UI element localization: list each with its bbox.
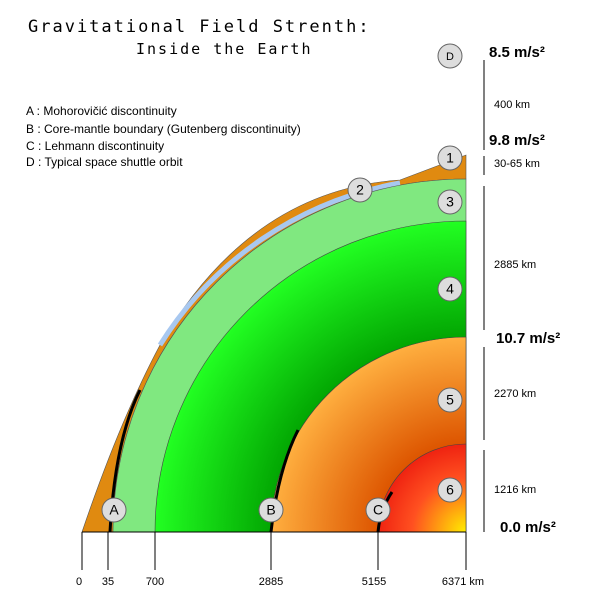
subtitle: Inside the Earth xyxy=(136,40,313,58)
x-label: 6371 km xyxy=(442,576,484,588)
marker: D xyxy=(437,43,463,69)
marker: C xyxy=(365,497,391,523)
gravity-label: 10.7 m/s² xyxy=(496,330,560,347)
marker-label: 1 xyxy=(446,150,454,166)
marker-label: C xyxy=(373,502,383,518)
marker: 3 xyxy=(437,189,463,215)
thickness-label: 1216 km xyxy=(494,484,536,496)
thickness-label: 2885 km xyxy=(494,259,536,271)
legend: A : Mohorovičić discontinuity B : Core-m… xyxy=(26,104,301,169)
thickness-label: 400 km xyxy=(494,99,530,111)
x-label: 5155 xyxy=(362,576,386,588)
legend-item: C : Lehmann discontinuity xyxy=(26,139,164,153)
marker-label: D xyxy=(446,51,454,63)
thickness-label: 30-65 km xyxy=(494,158,540,170)
gravity-label: 0.0 m/s² xyxy=(500,519,556,536)
legend-item: D : Typical space shuttle orbit xyxy=(26,155,183,169)
x-label: 35 xyxy=(102,576,114,588)
marker: 4 xyxy=(437,276,463,302)
x-label: 700 xyxy=(146,576,164,588)
thickness-label: 2270 km xyxy=(494,388,536,400)
marker-label: 6 xyxy=(446,482,454,498)
gravity-label: 8.5 m/s² xyxy=(489,44,545,61)
marker: 1 xyxy=(437,145,463,171)
legend-item: B : Core-mantle boundary (Gutenberg disc… xyxy=(26,122,301,136)
x-label: 2885 xyxy=(259,576,283,588)
marker-label: 5 xyxy=(446,392,454,408)
markers: 1 2 3 4 5 6 A B C D xyxy=(101,43,463,523)
marker: B xyxy=(258,497,284,523)
marker-label: A xyxy=(109,502,119,518)
gravity-label: 9.8 m/s² xyxy=(489,132,545,149)
marker-label: 3 xyxy=(446,194,454,210)
marker: 5 xyxy=(437,387,463,413)
marker-label: 4 xyxy=(446,281,454,297)
title: Gravitational Field Strenth: xyxy=(28,17,371,37)
marker: A xyxy=(101,497,127,523)
marker-label: 2 xyxy=(356,182,364,198)
marker: 6 xyxy=(437,477,463,503)
marker: 2 xyxy=(347,177,373,203)
axis xyxy=(81,531,467,570)
legend-item: A : Mohorovičić discontinuity xyxy=(26,104,177,118)
marker-label: B xyxy=(266,502,275,518)
x-label: 0 xyxy=(76,576,82,588)
